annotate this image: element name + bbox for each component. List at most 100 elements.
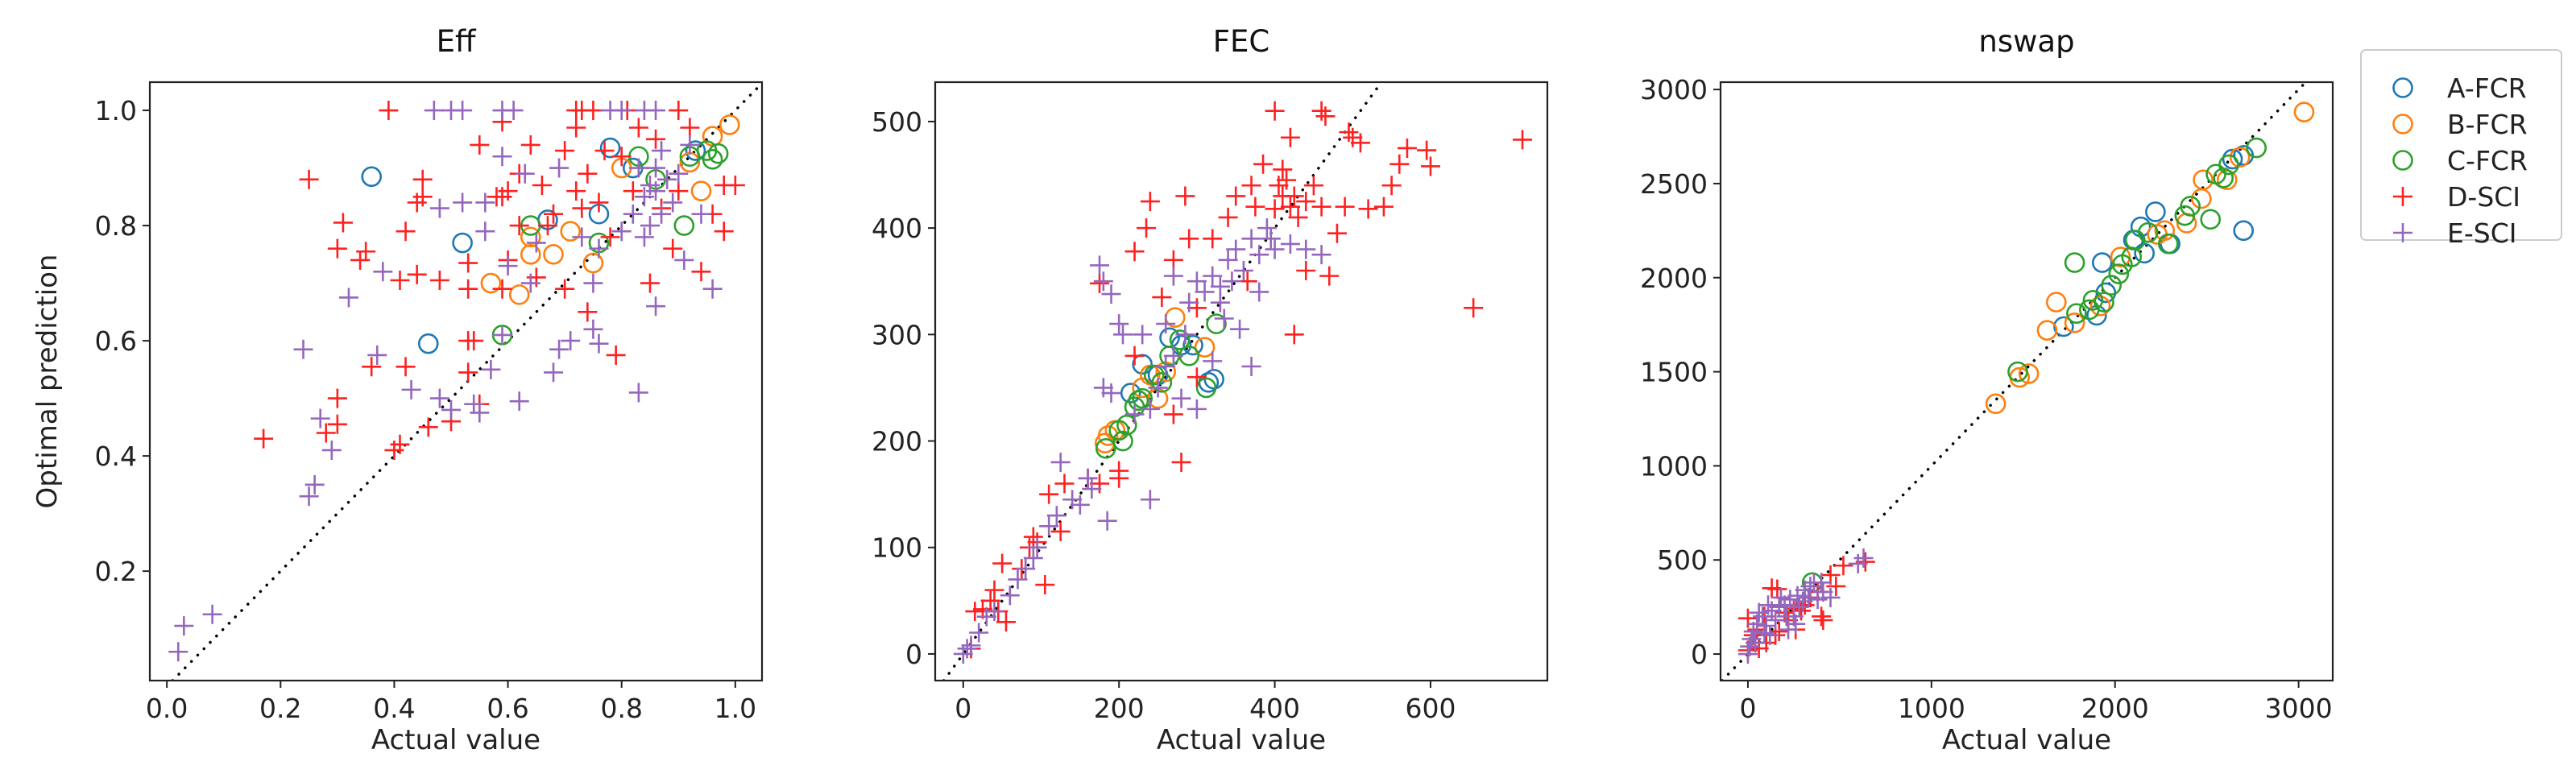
data-point-a-fcr: [599, 137, 621, 159]
data-point-e-sci: [623, 204, 643, 224]
data-point-e-sci: [634, 187, 654, 207]
data-point-d-sci: [600, 227, 620, 247]
data-point-e-sci: [1799, 587, 1819, 607]
data-point-d-sci: [316, 423, 336, 443]
data-point-d-sci: [1187, 367, 1207, 387]
data-point-d-sci: [458, 362, 478, 383]
data-point-e-sci: [498, 256, 518, 276]
data-point-e-sci: [1000, 586, 1020, 606]
legend-marker-b-fcr: [2392, 114, 2413, 135]
data-point-e-sci: [1101, 383, 1121, 404]
data-point-d-sci: [669, 101, 689, 121]
series-e-sci: [1737, 548, 1874, 664]
data-point-e-sci: [1171, 388, 1191, 408]
x-tick-label: 600: [1405, 693, 1456, 724]
data-point-d-sci: [1245, 197, 1265, 217]
data-point-d-sci: [1737, 608, 1758, 628]
data-point-d-sci: [1311, 197, 1331, 217]
data-point-c-fcr: [1151, 372, 1173, 393]
data-point-a-fcr: [2145, 201, 2166, 222]
data-point-d-sci: [1054, 474, 1075, 494]
data-point-d-sci: [1315, 106, 1336, 126]
data-point-d-sci: [333, 213, 353, 233]
data-point-b-fcr: [2293, 101, 2315, 122]
data-point-b-fcr: [2110, 246, 2131, 267]
data-point-d-sci: [356, 242, 376, 262]
data-point-e-sci: [464, 394, 484, 414]
legend: A-FCR B-FCR C-FCR D-SCI E-SCI: [2360, 49, 2562, 249]
data-point-d-sci: [509, 216, 529, 236]
plot-area: [942, 82, 1533, 681]
data-point-d-sci: [680, 118, 700, 138]
data-point-c-fcr: [2066, 303, 2087, 324]
data-point-e-sci: [1163, 266, 1183, 286]
legend-entry-d-sci: D-SCI: [2393, 181, 2520, 213]
data-point-e-sci: [1296, 239, 1316, 259]
data-point-b-fcr: [719, 114, 740, 135]
data-point-e-sci: [1195, 282, 1215, 302]
data-point-c-fcr: [2064, 252, 2085, 273]
data-point-d-sci: [996, 612, 1016, 632]
data-point-e-sci: [1203, 351, 1223, 371]
data-point-e-sci: [657, 169, 677, 189]
data-point-a-fcr: [1182, 334, 1203, 356]
identity-reference-line: [942, 82, 1383, 681]
data-point-d-sci: [1187, 298, 1207, 318]
data-point-b-fcr: [2229, 147, 2251, 168]
data-point-d-sci: [623, 181, 643, 201]
data-point-e-sci: [1241, 356, 1261, 376]
data-point-a-fcr: [2222, 148, 2243, 170]
data-point-d-sci: [1350, 133, 1370, 153]
data-point-e-sci: [1097, 511, 1117, 531]
axes-frame: [1719, 81, 2334, 682]
x-tick-label: 1.0: [714, 693, 756, 724]
series-d-sci: [254, 101, 745, 460]
data-point-e-sci: [1140, 399, 1160, 419]
data-point-e-sci: [961, 635, 981, 656]
x-tick-label: 0: [955, 693, 971, 724]
data-point-e-sci: [1179, 292, 1199, 312]
data-point-e-sci: [634, 227, 654, 247]
data-point-a-fcr: [685, 140, 706, 161]
data-point-e-sci: [674, 250, 694, 270]
data-point-d-sci: [1358, 199, 1378, 219]
data-point-b-fcr: [1194, 337, 1216, 358]
data-point-d-sci: [458, 279, 478, 299]
data-point-d-sci: [1335, 197, 1355, 217]
data-point-d-sci: [1039, 484, 1059, 504]
subplot-fec: FEC Actual value 0 200 400 600 0 100 200 300 400 50…: [872, 24, 1549, 756]
data-point-d-sci: [1373, 197, 1394, 217]
data-point-e-sci: [1741, 629, 1762, 649]
data-point-e-sci: [1124, 404, 1145, 424]
data-point-d-sci: [1124, 242, 1145, 262]
data-point-d-sci: [965, 602, 985, 622]
data-point-d-sci: [362, 357, 382, 377]
data-point-d-sci: [663, 238, 683, 259]
data-point-e-sci: [646, 101, 666, 121]
data-point-d-sci: [537, 216, 557, 236]
legend-entry-b-fcr: B-FCR: [2392, 109, 2528, 140]
data-point-e-sci: [1257, 218, 1277, 238]
data-point-c-fcr: [2218, 154, 2239, 176]
data-point-d-sci: [628, 118, 648, 138]
data-point-d-sci: [578, 163, 598, 184]
legend-entry-c-fcr: C-FCR: [2392, 145, 2528, 176]
data-point-e-sci: [1210, 292, 1230, 312]
data-point-a-fcr: [2091, 252, 2113, 273]
data-point-a-fcr: [2130, 216, 2151, 238]
series-c-fcr: [1801, 137, 2267, 594]
data-point-d-sci: [1023, 527, 1043, 547]
data-point-d-sci: [1284, 186, 1304, 206]
data-point-e-sci: [1090, 255, 1110, 275]
data-point-e-sci: [1749, 602, 1769, 623]
x-axis-label: Actual value: [1157, 724, 1326, 756]
data-point-b-fcr: [2064, 312, 2085, 333]
data-point-e-sci: [702, 279, 723, 299]
plot-area: [168, 82, 762, 681]
data-point-e-sci: [429, 388, 449, 408]
x-axis-label: Actual value: [1942, 724, 2111, 756]
data-point-d-sci: [640, 273, 660, 293]
data-point-e-sci: [299, 486, 319, 507]
data-point-c-fcr: [1169, 329, 1191, 350]
data-point-d-sci: [669, 181, 689, 201]
